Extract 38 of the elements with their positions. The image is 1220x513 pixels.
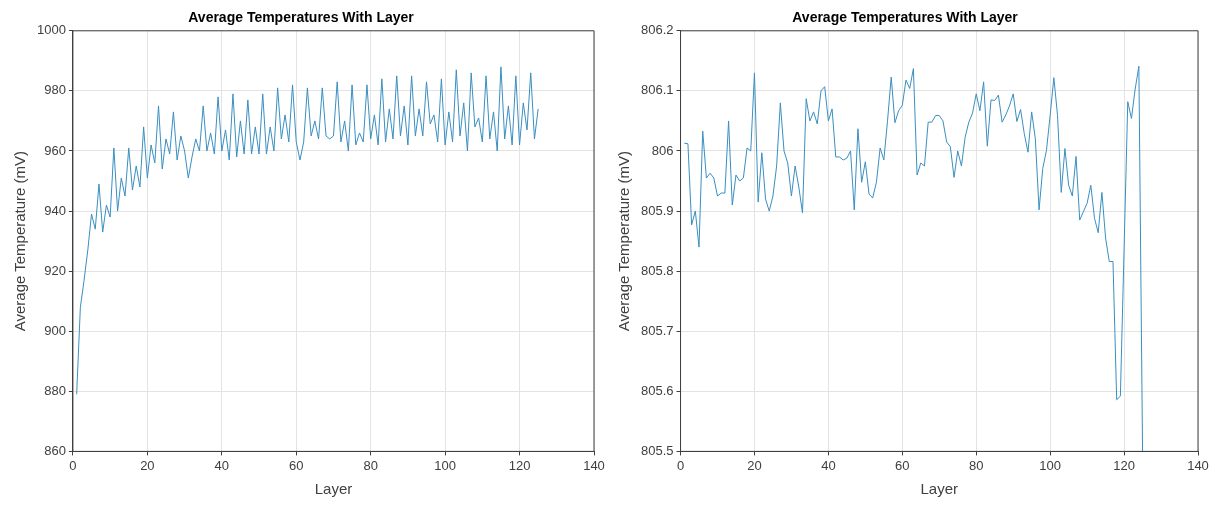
y-tick-label: 920 — [44, 262, 66, 278]
x-tick-label: 20 — [140, 457, 155, 473]
y-tick-label: 940 — [44, 202, 66, 218]
x-tick-label: 140 — [583, 457, 605, 473]
y-tick-label: 900 — [44, 322, 66, 338]
x-tick-label: 80 — [968, 457, 984, 473]
x-tick-label: 0 — [676, 457, 685, 473]
y-tick-label: 805.7 — [640, 322, 674, 338]
x-tick-label: 40 — [821, 457, 836, 473]
x-tick-label: 120 — [1113, 457, 1135, 473]
y-tick-label: 805.5 — [640, 442, 674, 458]
x-axis-title: Layer — [920, 480, 959, 498]
x-tick-label: 60 — [289, 457, 304, 473]
y-tick-label: 880 — [44, 382, 66, 398]
x-tick-label: 120 — [508, 457, 531, 473]
x-tick-label: 100 — [1039, 457, 1061, 473]
y-tick-label: 1000 — [37, 22, 66, 38]
y-tick-label: 805.6 — [640, 382, 674, 398]
x-tick-label: 0 — [69, 457, 77, 473]
y-axis-title: Average Temperature (mV) — [11, 150, 29, 332]
x-axis-title: Layer — [314, 480, 353, 498]
y-axis-title: Average Temperature (mV) — [615, 150, 633, 332]
y-tick-label: 806.2 — [640, 22, 674, 38]
x-tick-label: 40 — [214, 457, 230, 473]
x-tick-label: 80 — [363, 457, 378, 473]
y-tick-label: 860 — [44, 442, 66, 458]
chart-title: Average Temperatures With Layer — [188, 9, 415, 26]
y-tick-label: 805.9 — [640, 202, 674, 218]
x-tick-label: 60 — [895, 457, 910, 473]
y-tick-label: 805.8 — [640, 262, 674, 278]
x-tick-label: 20 — [747, 457, 762, 473]
y-tick-label: 980 — [44, 82, 66, 98]
chart-title: Average Temperatures With Layer — [792, 9, 1019, 26]
y-tick-label: 960 — [44, 142, 66, 158]
y-tick-label: 806 — [651, 142, 674, 158]
x-tick-label: 100 — [434, 457, 456, 473]
x-tick-label: 140 — [1187, 457, 1209, 473]
y-tick-label: 806.1 — [640, 82, 674, 98]
